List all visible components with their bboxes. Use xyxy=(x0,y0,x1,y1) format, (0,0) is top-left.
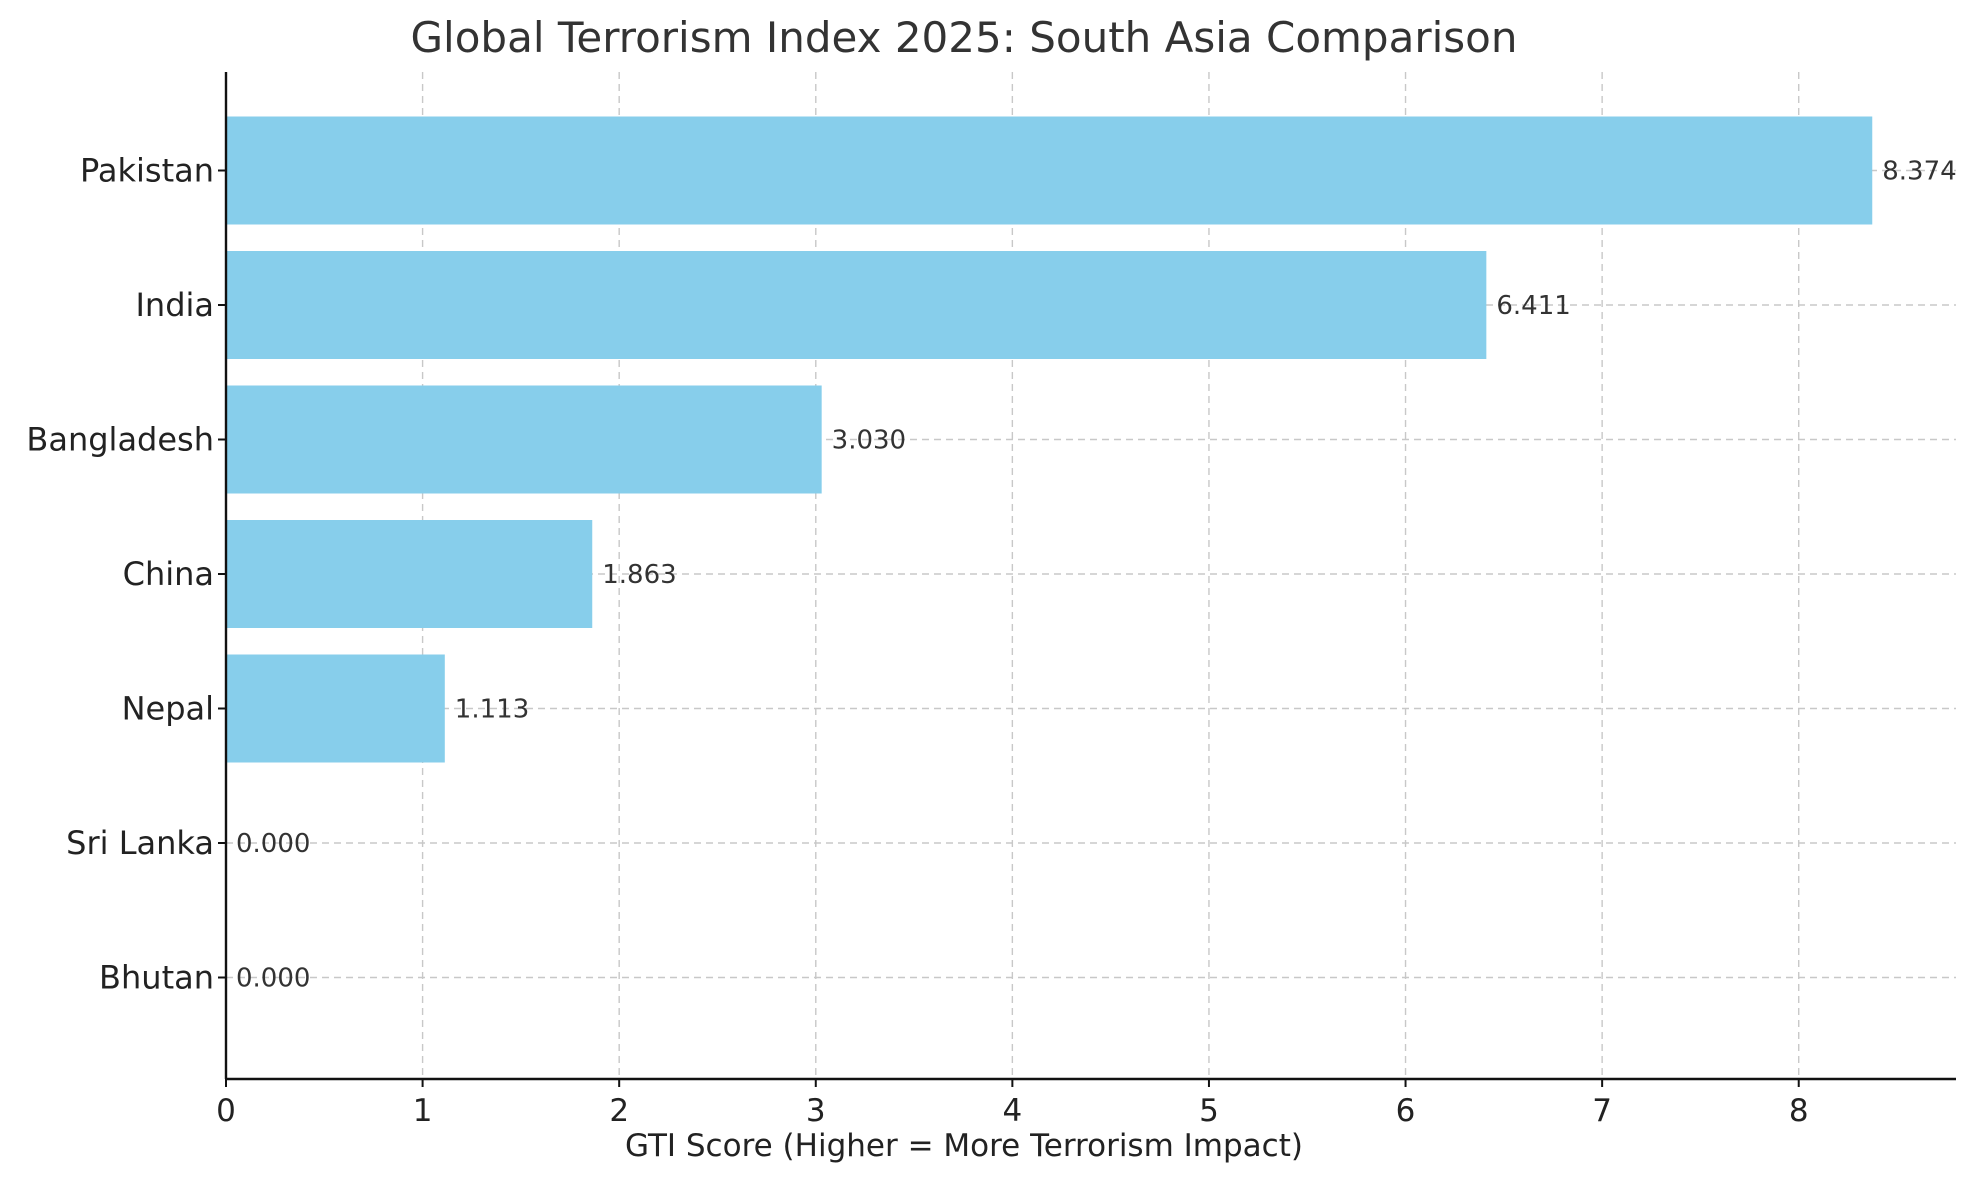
value-label: 1.863 xyxy=(602,560,676,590)
y-tick-label: India xyxy=(135,286,214,324)
bar xyxy=(226,520,593,628)
x-tick-label: 4 xyxy=(1002,1093,1022,1129)
value-label: 3.030 xyxy=(832,426,906,456)
bar xyxy=(226,654,445,763)
value-label: 6.411 xyxy=(1496,291,1570,321)
value-label-layer: 8.374 6.411 3.030 1.863 1.113 0.000 0.000 xyxy=(236,157,1957,994)
bar-layer xyxy=(226,116,1873,763)
value-label: 0.000 xyxy=(236,829,310,859)
x-tick-label: 7 xyxy=(1592,1093,1612,1129)
chart-title: Global Terrorism Index 2025: South Asia … xyxy=(411,13,1518,62)
value-label: 1.113 xyxy=(455,695,529,725)
y-tick-label: Bangladesh xyxy=(26,421,214,459)
x-tick-label: 5 xyxy=(1199,1093,1219,1129)
y-tick-label: Bhutan xyxy=(99,959,214,997)
bar xyxy=(226,385,822,494)
axis-layer: Pakistan India Bangladesh China Nepal Sri Lan… xyxy=(26,72,1956,1129)
x-tick-label: 6 xyxy=(1396,1093,1416,1129)
x-axis-label: GTI Score (Higher = More Terrorism Impac… xyxy=(625,1128,1303,1164)
x-tick-label: 3 xyxy=(806,1093,826,1129)
y-tick-label: Sri Lanka xyxy=(66,824,214,862)
y-tick-label: Pakistan xyxy=(80,152,214,190)
value-label: 8.374 xyxy=(1882,157,1956,187)
bar xyxy=(226,116,1873,225)
bar xyxy=(226,251,1487,359)
y-tick-label: Nepal xyxy=(122,690,214,728)
x-tick-label: 8 xyxy=(1789,1093,1809,1129)
y-tick-label: China xyxy=(123,555,214,593)
value-label: 0.000 xyxy=(236,964,310,994)
x-tick-label: 2 xyxy=(609,1093,629,1129)
x-tick-label: 0 xyxy=(216,1093,236,1129)
x-tick-label: 1 xyxy=(413,1093,433,1129)
